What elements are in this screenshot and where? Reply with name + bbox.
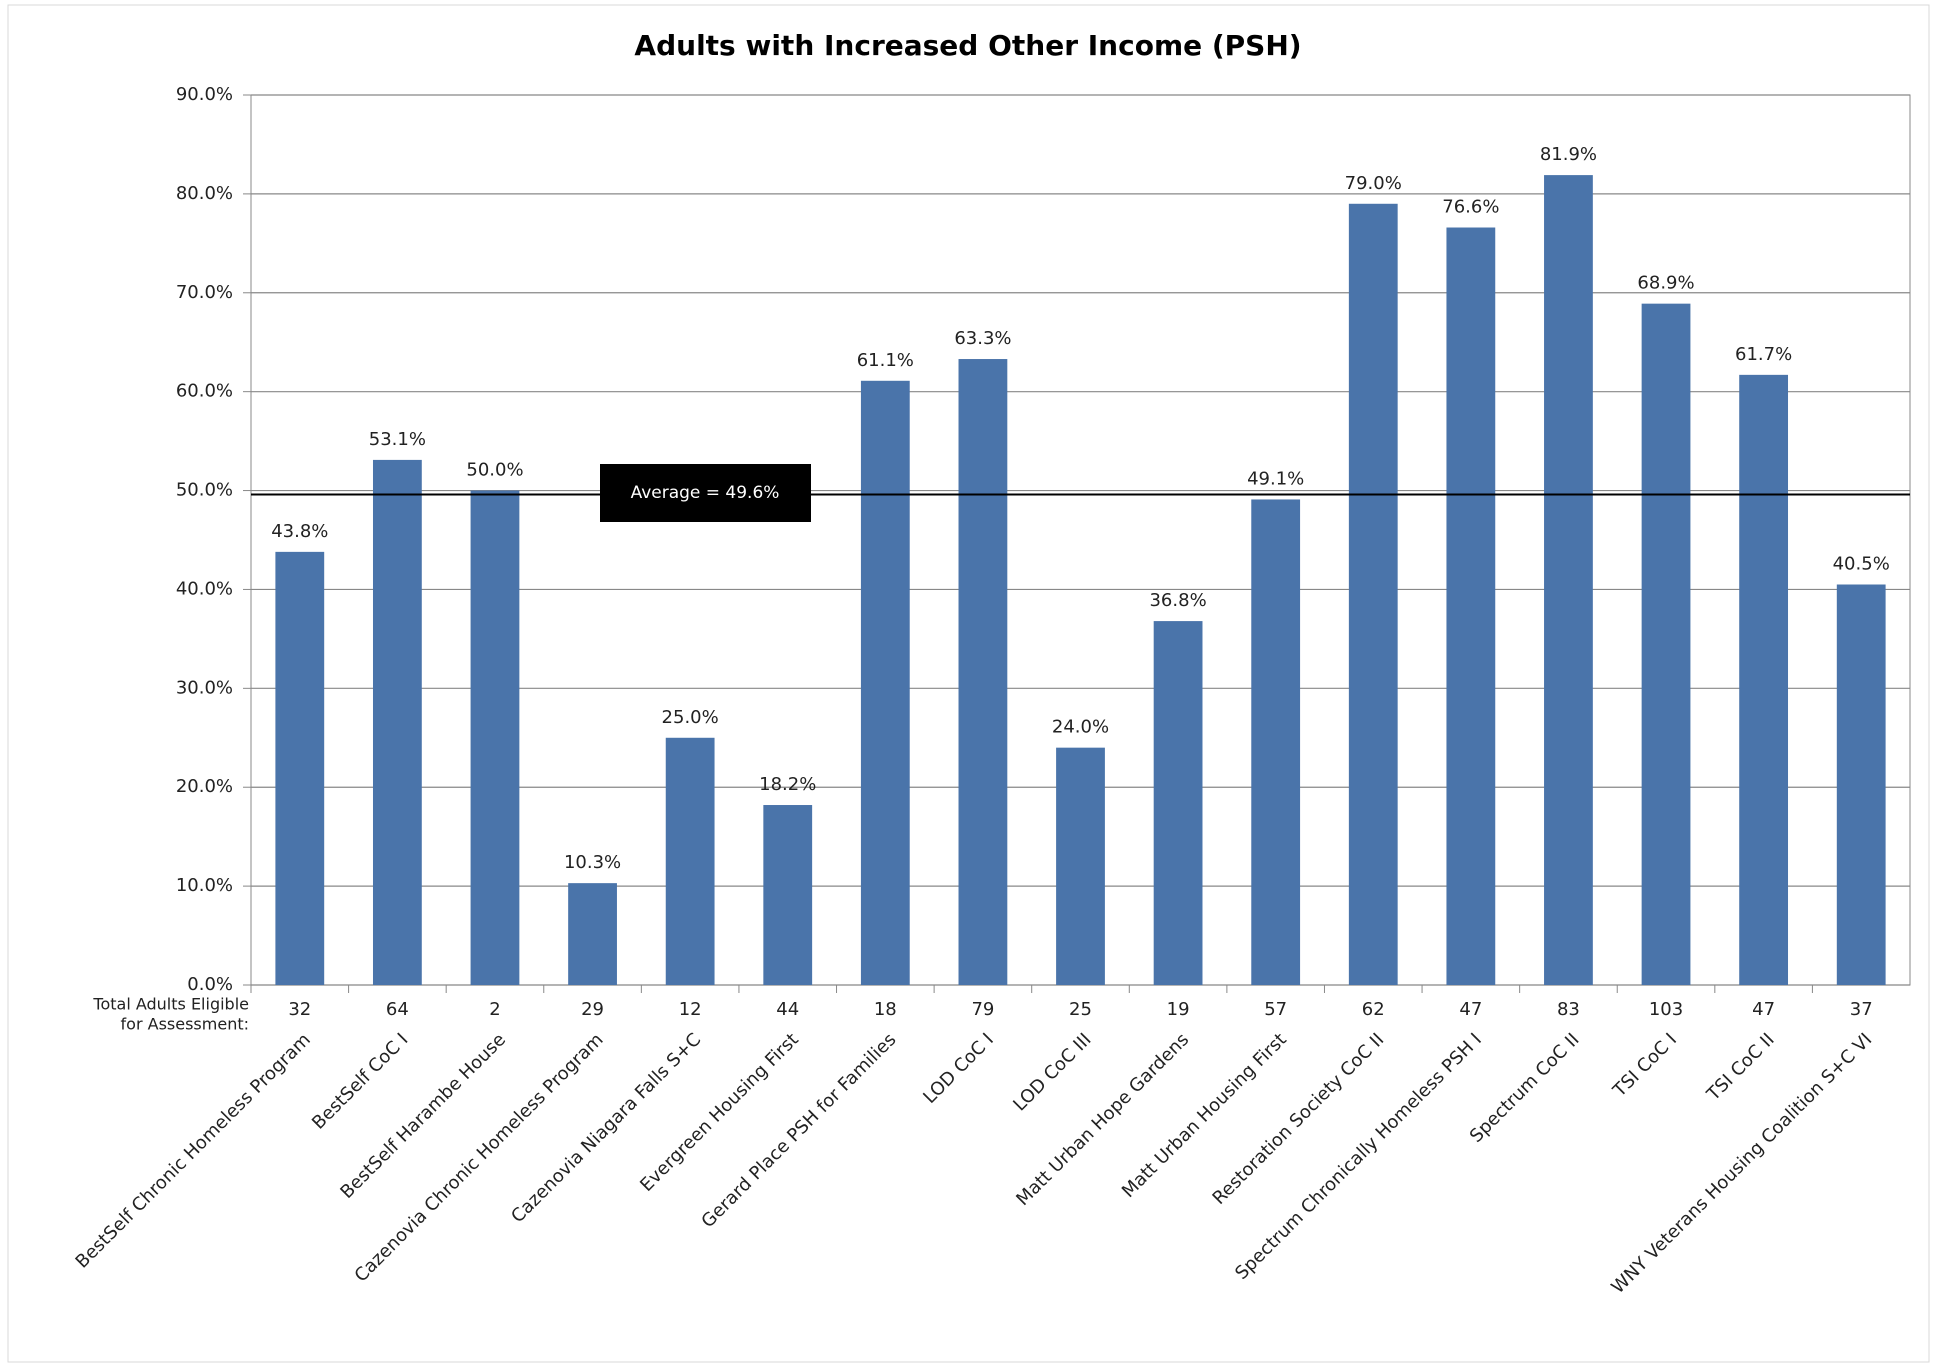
x-tick-label: Gerard Place PSH for Families bbox=[697, 1029, 900, 1232]
count-label: 19 bbox=[1167, 999, 1190, 1020]
count-label: 64 bbox=[386, 999, 409, 1020]
data-label: 76.6% bbox=[1442, 197, 1499, 218]
bar bbox=[1251, 499, 1301, 985]
data-label: 40.5% bbox=[1833, 554, 1890, 575]
bar bbox=[470, 490, 520, 985]
data-label: 81.9% bbox=[1540, 144, 1597, 165]
data-label: 24.0% bbox=[1052, 717, 1109, 738]
x-tick-label: Cazenovia Niagara Falls S+C bbox=[507, 1029, 705, 1227]
count-row-label: for Assessment: bbox=[121, 1015, 249, 1034]
x-tick-label: BestSelf CoC I bbox=[308, 1029, 412, 1133]
data-label: 53.1% bbox=[369, 429, 426, 450]
count-label: 29 bbox=[581, 999, 604, 1020]
bar bbox=[665, 737, 715, 985]
y-tick-label: 60.0% bbox=[176, 381, 233, 402]
chart-title: Adults with Increased Other Income (PSH) bbox=[634, 29, 1301, 62]
count-label: 44 bbox=[776, 999, 799, 1020]
bar bbox=[568, 883, 617, 985]
count-label: 2 bbox=[489, 999, 500, 1020]
y-tick-label: 20.0% bbox=[176, 776, 233, 797]
x-tick-label: Matt Urban Hope Gardens bbox=[1012, 1029, 1193, 1210]
bar bbox=[372, 459, 422, 985]
count-label: 103 bbox=[1649, 999, 1683, 1020]
count-label: 12 bbox=[679, 999, 702, 1020]
count-label: 79 bbox=[971, 999, 994, 1020]
count-label: 47 bbox=[1459, 999, 1482, 1020]
count-label: 47 bbox=[1752, 999, 1775, 1020]
count-label: 32 bbox=[288, 999, 311, 1020]
x-tick-label: LOD CoC III bbox=[1009, 1029, 1095, 1115]
chart-frame bbox=[7, 4, 1930, 1363]
bar bbox=[958, 359, 1008, 985]
bar bbox=[763, 805, 813, 985]
count-label: 25 bbox=[1069, 999, 1092, 1020]
x-tick-label: BestSelf Chronic Homeless Program bbox=[72, 1029, 315, 1272]
x-tick-label: Matt Urban Housing First bbox=[1118, 1029, 1291, 1202]
data-label: 61.1% bbox=[857, 350, 914, 371]
x-tick-label: LOD CoC I bbox=[919, 1029, 998, 1108]
bar bbox=[1153, 621, 1203, 985]
y-tick-label: 0.0% bbox=[187, 974, 233, 995]
x-tick-label: TSI CoC I bbox=[1609, 1029, 1682, 1102]
bar bbox=[1739, 374, 1789, 985]
data-label: 63.3% bbox=[954, 328, 1011, 349]
y-tick-label: 70.0% bbox=[176, 282, 233, 303]
data-label: 50.0% bbox=[466, 460, 523, 481]
y-tick-label: 90.0% bbox=[176, 84, 233, 105]
y-tick-label: 10.0% bbox=[176, 875, 233, 896]
y-tick-label: 80.0% bbox=[176, 183, 233, 204]
count-label: 18 bbox=[874, 999, 897, 1020]
y-tick-label: 30.0% bbox=[176, 677, 233, 698]
count-label: 37 bbox=[1850, 999, 1873, 1020]
x-tick-label: Evergreen Housing First bbox=[636, 1029, 803, 1196]
data-label: 49.1% bbox=[1247, 468, 1304, 489]
x-tick-label: Restoration Society CoC II bbox=[1209, 1029, 1389, 1209]
count-row-label: Total Adults Eligible bbox=[92, 995, 249, 1014]
y-tick-label: 40.0% bbox=[176, 578, 233, 599]
bar bbox=[860, 380, 910, 985]
bar bbox=[1348, 203, 1398, 985]
data-label: 68.9% bbox=[1637, 273, 1694, 294]
x-tick-label: Spectrum CoC II bbox=[1466, 1029, 1584, 1147]
bar bbox=[1641, 303, 1691, 986]
y-tick-label: 50.0% bbox=[176, 480, 233, 501]
x-tick-label: TSI CoC II bbox=[1702, 1029, 1778, 1105]
x-tick-label: BestSelf Harambe House bbox=[336, 1029, 510, 1203]
data-label: 43.8% bbox=[271, 521, 328, 542]
data-label: 25.0% bbox=[662, 707, 719, 728]
data-label: 79.0% bbox=[1345, 173, 1402, 194]
data-label: 36.8% bbox=[1149, 590, 1206, 611]
bar bbox=[1544, 175, 1593, 986]
bar bbox=[275, 551, 325, 985]
bar bbox=[1056, 747, 1105, 985]
average-label: Average = 49.6% bbox=[631, 483, 780, 503]
data-label: 18.2% bbox=[759, 774, 816, 795]
average-box bbox=[600, 464, 811, 522]
bar bbox=[1836, 584, 1886, 985]
bar bbox=[1446, 227, 1496, 985]
data-label: 10.3% bbox=[564, 852, 621, 873]
count-label: 83 bbox=[1557, 999, 1580, 1020]
count-label: 57 bbox=[1264, 999, 1287, 1020]
count-label: 62 bbox=[1362, 999, 1385, 1020]
data-label: 61.7% bbox=[1735, 344, 1792, 365]
